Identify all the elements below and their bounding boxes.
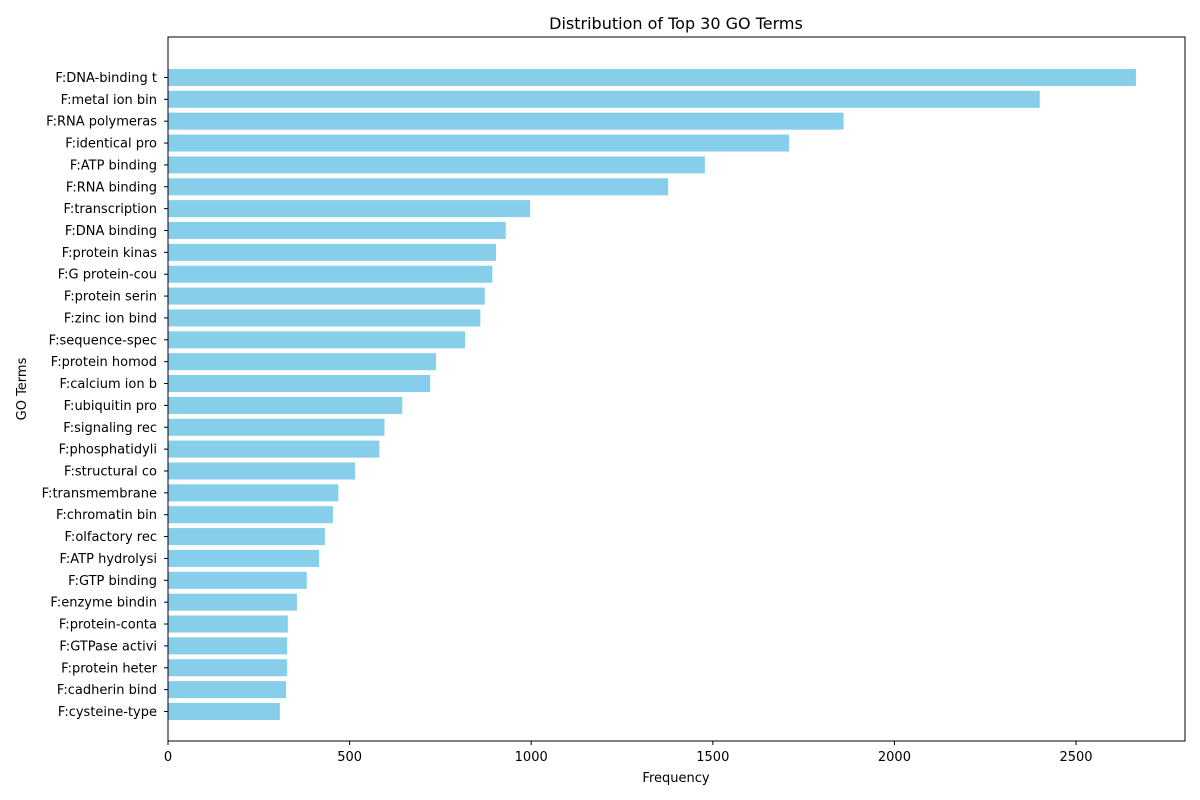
bar [168, 506, 333, 524]
bar [168, 702, 280, 721]
bar [168, 200, 531, 218]
bar [168, 156, 705, 174]
bar [168, 593, 297, 611]
y-tick-label: F:sequence-spec [49, 333, 157, 348]
bar [168, 418, 385, 436]
y-tick-label: F:transmembrane [42, 486, 157, 501]
y-tick-label: F:DNA-binding t [55, 71, 157, 86]
bar [168, 440, 380, 458]
bar [168, 549, 320, 567]
y-tick-label: F:metal ion bin [61, 93, 157, 108]
y-tick-label: F:cadherin bind [57, 683, 157, 698]
bar [168, 331, 466, 349]
x-tick-label: 2000 [878, 750, 911, 765]
bar [168, 528, 325, 546]
bar [168, 112, 844, 130]
y-tick-label: F:signaling rec [63, 421, 157, 436]
y-tick-label: F:chromatin bin [56, 508, 157, 523]
y-axis-label: GO Terms [15, 357, 30, 420]
bar [168, 659, 288, 677]
bar [168, 462, 356, 480]
y-tick-label: F:ubiquitin pro [64, 399, 157, 414]
x-axis-label: Frequency [642, 771, 709, 786]
x-tick-label: 2500 [1059, 750, 1092, 765]
y-tick-label: F:DNA binding [65, 224, 157, 239]
y-tick-label: F:transcription [63, 202, 157, 217]
y-tick-label: F:protein heter [61, 661, 158, 676]
y-tick-label: F:calcium ion b [59, 377, 157, 392]
bar [168, 221, 506, 240]
bar [168, 68, 1136, 86]
y-tick-label: F:protein-conta [59, 618, 157, 633]
bars-group [168, 68, 1136, 721]
y-tick-label: F:protein kinas [62, 246, 158, 261]
x-tick-label: 1000 [515, 750, 548, 765]
y-tick-label: F:zinc ion bind [64, 311, 157, 326]
bar [168, 571, 307, 589]
y-tick-label: F:phosphatidyli [59, 443, 157, 458]
bar [168, 375, 431, 393]
y-tick-label: F:G protein-cou [58, 268, 157, 283]
y-tick-label: F:structural co [64, 464, 157, 479]
x-tick-label: 0 [164, 750, 172, 765]
bar [168, 265, 493, 283]
bar [168, 396, 403, 414]
y-tick-labels: F:DNA-binding t F:metal ion bin F:RNA poly… [42, 71, 168, 720]
bar [168, 637, 288, 655]
bar [168, 243, 496, 261]
y-tick-label: F:enzyme bindin [50, 596, 157, 611]
y-tick-label: F:RNA polymeras [46, 115, 157, 130]
y-tick-label: F:ATP binding [70, 158, 157, 173]
y-tick-label: F:RNA binding [66, 180, 157, 195]
x-tick-label: 1500 [696, 750, 729, 765]
bar [168, 90, 1040, 108]
bar [168, 134, 790, 152]
y-tick-label: F:identical pro [65, 137, 157, 152]
bar [168, 681, 287, 699]
y-tick-label: F:cysteine-type [58, 705, 157, 720]
bar [168, 353, 437, 371]
y-tick-label: F:protein homod [51, 355, 157, 370]
plot-area-frame [167, 36, 1186, 742]
chart-title: Distribution of Top 30 GO Terms [549, 14, 803, 33]
bar [168, 178, 669, 196]
y-tick-label: F:ATP hydrolysi [59, 552, 157, 567]
x-tick-labels: 0 500 1000 1500 2000 2500 [164, 741, 1093, 765]
y-tick-label: F:protein serin [64, 290, 157, 305]
x-tick-label: 500 [337, 750, 362, 765]
bar [168, 309, 481, 327]
y-tick-label: F:GTP binding [68, 574, 157, 589]
bar [168, 484, 339, 502]
bar [168, 287, 485, 305]
bar [168, 615, 288, 633]
y-tick-label: F:olfactory rec [64, 530, 157, 545]
y-tick-label: F:GTPase activi [59, 639, 157, 654]
